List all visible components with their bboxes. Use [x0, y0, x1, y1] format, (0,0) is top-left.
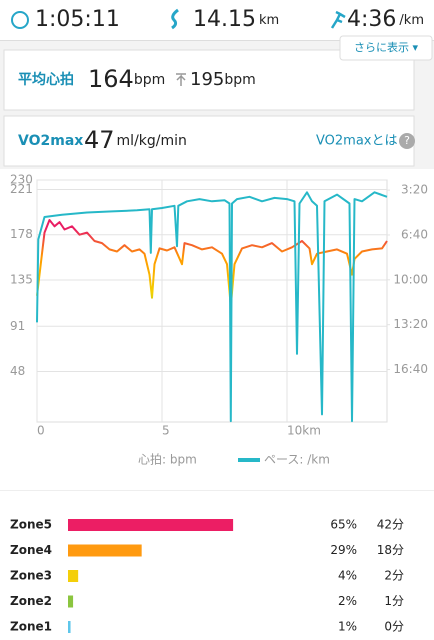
zone-percent: 29% [330, 543, 357, 557]
pace-icon [330, 10, 346, 29]
legend-label: 心拍: bpm [138, 452, 197, 467]
vo2-unit: ml/kg/min [117, 133, 187, 149]
zone-bar [68, 621, 71, 633]
distance-unit: km [259, 13, 279, 28]
vo2-link[interactable]: VO2maxとは [316, 134, 398, 149]
zone-bar [68, 595, 74, 608]
series-line [36, 191, 388, 423]
distance-icon [171, 8, 179, 30]
y-tick-label: 221 [10, 182, 33, 196]
zone-percent: 4% [338, 569, 357, 583]
timer-icon [11, 11, 29, 29]
divider [0, 490, 434, 491]
more-button[interactable] [339, 35, 433, 61]
vo2-label: VO2max [18, 133, 83, 149]
zone-minutes: 42分 [377, 518, 404, 532]
zones: Zone5 65% 42分 Zone4 29% 18分 Zone3 4% 2分 Zone2 2% 1分… [10, 518, 404, 634]
x-tick-label: 10km [287, 424, 321, 438]
vo2-card [3, 115, 415, 167]
header: 1:05:11 14.15 km 4:36/km [0, 7, 434, 41]
zone-minutes: 2分 [384, 569, 404, 583]
y2-tick-label: 16:40 [393, 362, 428, 376]
zone-minutes: 0分 [384, 620, 404, 634]
divider [0, 40, 434, 41]
pace-unit: /km [399, 13, 424, 28]
zone-minutes: 1分 [384, 594, 404, 608]
more-button-label[interactable]: さらに表示 ▾ [354, 40, 418, 54]
zone-bar [68, 519, 234, 531]
zone-percent: 2% [338, 594, 357, 608]
distance: 14.15 km [193, 7, 279, 32]
zone-minutes: 18分 [377, 543, 404, 557]
y-tick-label: 48 [10, 364, 25, 378]
vo2: 47 ml/kg/min [84, 126, 187, 154]
y-tick-label: 178 [10, 227, 33, 241]
help-icon[interactable] [399, 133, 415, 149]
vo2-value: 47 [84, 126, 115, 154]
y-tick-label: 135 [10, 272, 33, 286]
pace: 4:36/km [347, 7, 424, 32]
y-tick-label: 91 [10, 319, 25, 333]
y2-tick-label: 13:20 [393, 317, 428, 331]
pace-value: 4:36 [347, 7, 396, 32]
avg-heart-unit: bpm [134, 72, 165, 88]
x-tick-label: 5 [162, 424, 170, 438]
max-heart-unit: bpm [224, 72, 255, 88]
max-heart-value: 195 [190, 69, 224, 90]
x-tick-label: 0 [37, 424, 45, 438]
avg-heart: 164bpm [88, 65, 165, 93]
max-icon [176, 73, 186, 86]
heart-label: 平均心拍 [18, 71, 74, 88]
zone-name: Zone1 [10, 620, 52, 634]
zone-name: Zone3 [10, 569, 52, 583]
y2-tick-label: 3:20 [401, 183, 428, 197]
y2-tick-label: 6:40 [401, 227, 428, 241]
time: 1:05:11 [35, 7, 120, 32]
zone-percent: 65% [330, 518, 357, 532]
series-line [36, 219, 388, 308]
zone-bar [68, 544, 142, 557]
y2-tick-label: 10:00 [393, 272, 428, 286]
zone-bar [68, 570, 79, 582]
help-mark[interactable]: ? [404, 134, 410, 147]
y-tick-label: 230 [10, 173, 33, 187]
distance-value: 14.15 [193, 7, 256, 32]
max-heart: 195bpm [190, 69, 256, 90]
zone-name: Zone4 [10, 543, 52, 557]
zone-name: Zone2 [10, 594, 52, 608]
avg-heart-value: 164 [88, 65, 134, 93]
zone-percent: 1% [338, 620, 357, 634]
zone-name: Zone5 [10, 518, 52, 532]
legend-label: ペース: /km [264, 453, 330, 467]
